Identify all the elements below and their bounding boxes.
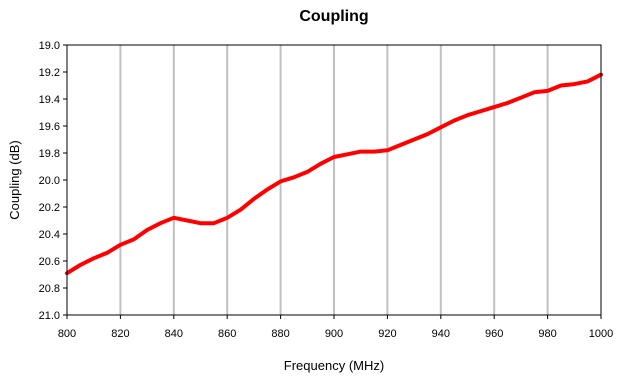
x-axis-label: Frequency (MHz) (284, 358, 384, 373)
x-axis-ticks: 800 820 840 860 880 900 920 940 960 980 1000 (58, 315, 613, 340)
x-tick-label: 900 (325, 328, 343, 340)
series-layer (65, 72, 603, 276)
x-tick-label: 800 (58, 328, 76, 340)
x-tick-label: 840 (165, 328, 183, 340)
x-tick-label: 860 (218, 328, 236, 340)
coupling-series-line (65, 72, 603, 276)
x-tick-label: 980 (538, 328, 556, 340)
y-tick-label: 20.4 (39, 229, 60, 241)
x-tick-label: 820 (111, 328, 129, 340)
y-axis-ticks: 19.0 19.2 19.4 19.6 19.8 20.0 20.2 20.4 20.6 20.8… (39, 40, 67, 322)
x-tick-label: 1000 (589, 328, 613, 340)
y-tick-label: 20.0 (39, 175, 60, 187)
y-tick-label: 20.2 (39, 202, 60, 214)
y-tick-label: 21.0 (39, 310, 60, 322)
y-tick-label: 20.8 (39, 283, 60, 295)
x-tick-label: 960 (485, 328, 503, 340)
x-tick-label: 880 (271, 328, 289, 340)
y-tick-label: 19.8 (39, 148, 60, 160)
y-axis-label: Coupling (dB) (7, 140, 22, 220)
y-tick-label: 19.6 (39, 121, 60, 133)
y-tick-label: 20.6 (39, 256, 60, 268)
y-tick-label: 19.0 (39, 40, 60, 52)
y-tick-label: 19.2 (39, 67, 60, 79)
x-tick-label: 920 (378, 328, 396, 340)
x-tick-label: 940 (432, 328, 450, 340)
chart-title: Coupling (299, 8, 368, 25)
y-tick-label: 19.4 (39, 94, 60, 106)
